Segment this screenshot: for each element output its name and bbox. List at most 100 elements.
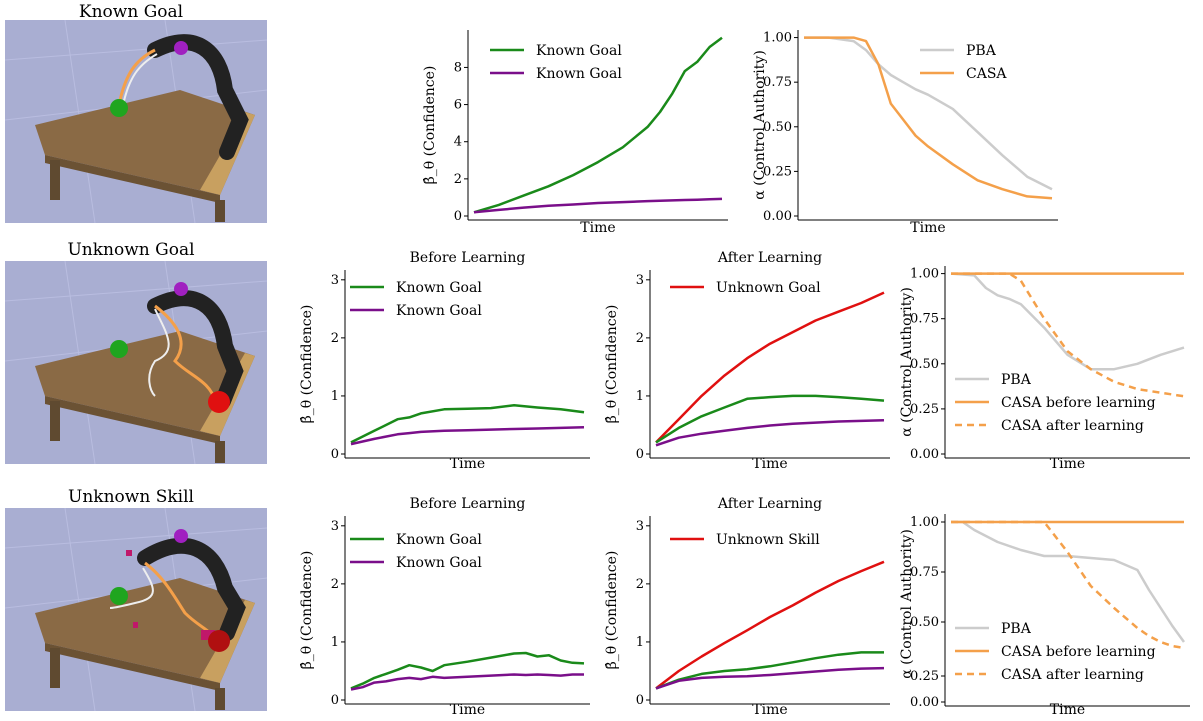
series-line-1 bbox=[350, 426, 585, 446]
robot-scene-unknown-skill bbox=[5, 508, 267, 711]
y-tick-label: 0 bbox=[636, 693, 644, 708]
x-axis-label: Time bbox=[910, 220, 945, 236]
y-tick-label: 1 bbox=[636, 389, 644, 404]
known-goal-sphere-green bbox=[110, 99, 128, 117]
series-line-2 bbox=[655, 419, 885, 447]
x-axis-label: Time bbox=[752, 702, 787, 718]
y-tick-label: 6 bbox=[454, 98, 462, 113]
legend-label: PBA bbox=[1001, 621, 1032, 637]
skill-marker bbox=[126, 550, 132, 556]
legend-label: CASA bbox=[966, 66, 1007, 82]
y-axis-label: β̂_θ (Confidence) bbox=[422, 66, 438, 185]
robot-scene-known-goal bbox=[5, 20, 267, 223]
known-goal-sphere-purple bbox=[174, 529, 188, 543]
chart-r1-authority: 0.00 0.25 0.50 0.75 1.00 Time α (Control Autho… bbox=[752, 30, 1058, 236]
y-tick-label: 0.25 bbox=[910, 669, 939, 684]
series-line-1 bbox=[655, 651, 884, 690]
y-tick-label: 0.00 bbox=[763, 209, 792, 224]
chart-title: After Learning bbox=[717, 496, 822, 512]
y-tick-label: 0.50 bbox=[763, 120, 792, 135]
legend-label: Known Goal bbox=[396, 303, 482, 319]
series-line-0 bbox=[950, 272, 1185, 371]
robot-arm bbox=[147, 34, 249, 160]
row-title-unknown-skill: Unknown Skill bbox=[68, 487, 194, 507]
series-line-0 bbox=[350, 651, 585, 690]
chart-r3-authority: 0.50 0.75 1.00 0.25 0.00 Time α (Control Autho… bbox=[899, 514, 1190, 718]
y-tick-label: 0.75 bbox=[910, 312, 939, 327]
y-tick-label: 2 bbox=[636, 331, 644, 346]
y-tick-label: 0 bbox=[331, 447, 339, 462]
x-axis-label: Time bbox=[752, 456, 787, 472]
table-top bbox=[35, 578, 255, 683]
y-tick-label: 0.00 bbox=[910, 447, 939, 462]
x-axis-label: Time bbox=[450, 456, 485, 472]
y-tick-label: 1.00 bbox=[910, 515, 939, 530]
chart-r3-after: 0 1 2 3 Time β̂_θ (Confidence) After Learning U… bbox=[604, 496, 890, 718]
series-line-1 bbox=[350, 673, 584, 691]
series-line-0 bbox=[473, 36, 723, 214]
chart-r2-authority: 0.00 0.25 0.50 0.75 1.00 Time α (Control Autho… bbox=[899, 266, 1190, 472]
chart-title: Before Learning bbox=[410, 250, 526, 266]
table-top bbox=[35, 331, 255, 436]
row-title-known-goal: Known Goal bbox=[78, 2, 184, 22]
skill-marker bbox=[201, 630, 215, 640]
legend-label: Known Goal bbox=[396, 555, 482, 571]
legend-label: Known Goal bbox=[396, 532, 482, 548]
robot-scene-unknown-goal bbox=[5, 261, 267, 464]
y-tick-label: 2 bbox=[636, 577, 644, 592]
y-tick-label: 0.75 bbox=[910, 565, 939, 580]
y-axis-label: β̂_θ (Confidence) bbox=[300, 305, 315, 424]
y-tick-label: 2 bbox=[454, 172, 462, 187]
y-axis-label: β̂_θ (Confidence) bbox=[604, 305, 620, 424]
y-tick-label: 3 bbox=[636, 519, 644, 534]
series-line-2 bbox=[655, 666, 885, 690]
legend-label: Known Goal bbox=[536, 43, 622, 59]
series-line-0 bbox=[655, 291, 885, 444]
x-axis-label: Time bbox=[1050, 702, 1085, 718]
chart-title: Before Learning bbox=[410, 496, 526, 512]
chart-r3-before: 0 1 2 3 Time β̂_θ (Confidence) Before Learning… bbox=[300, 496, 590, 718]
known-goal-sphere-green bbox=[110, 587, 128, 605]
legend-label: CASA before learning bbox=[1001, 395, 1156, 411]
chart-title: After Learning bbox=[717, 250, 822, 266]
y-tick-label: 3 bbox=[636, 273, 644, 288]
x-axis-label: Time bbox=[1050, 456, 1085, 472]
series-line-1 bbox=[655, 394, 885, 444]
legend-label: Known Goal bbox=[396, 280, 482, 296]
row-title-unknown-goal: Unknown Goal bbox=[67, 240, 195, 260]
y-axis-label: β̂_θ (Confidence) bbox=[604, 551, 620, 670]
legend-label: Unknown Goal bbox=[716, 280, 821, 296]
y-tick-label: 2 bbox=[331, 331, 339, 346]
y-tick-label: 0 bbox=[331, 693, 339, 708]
y-tick-label: 0.00 bbox=[910, 695, 939, 710]
chart-r2-before: 0 1 2 3 Time β̂_θ (Confidence) Before Learning… bbox=[300, 250, 590, 472]
series-line-1 bbox=[804, 36, 1053, 200]
robot-arm bbox=[137, 537, 246, 641]
legend-label: Known Goal bbox=[536, 66, 622, 82]
y-tick-label: 1 bbox=[331, 389, 339, 404]
chart-r2-after: 0 1 2 3 Time β̂_θ (Confidence) After Learning U… bbox=[604, 250, 890, 472]
y-tick-label: 3 bbox=[331, 519, 339, 534]
legend-label: Unknown Skill bbox=[716, 532, 820, 548]
y-tick-label: 0.25 bbox=[763, 164, 792, 179]
unknown-goal-sphere-red bbox=[208, 391, 230, 413]
legend-label: CASA after learning bbox=[1001, 418, 1144, 434]
table-top bbox=[35, 90, 255, 195]
y-tick-label: 1 bbox=[331, 635, 339, 650]
y-tick-label: 4 bbox=[454, 135, 462, 150]
known-goal-sphere-purple bbox=[174, 41, 188, 55]
y-tick-label: 0 bbox=[636, 447, 644, 462]
robot-arm bbox=[147, 290, 244, 409]
y-axis-label: α (Control Authority) bbox=[899, 287, 915, 437]
y-tick-label: 8 bbox=[454, 60, 462, 75]
series-line-0 bbox=[655, 560, 885, 690]
series-line-0 bbox=[804, 36, 1053, 191]
y-tick-label: 0 bbox=[454, 209, 462, 224]
x-axis-label: Time bbox=[580, 220, 615, 236]
y-axis-label: α (Control Authority) bbox=[899, 529, 915, 679]
legend-label: CASA before learning bbox=[1001, 644, 1156, 660]
y-tick-label: 0.50 bbox=[910, 615, 939, 630]
skill-marker bbox=[133, 622, 138, 628]
x-axis-label: Time bbox=[450, 702, 485, 718]
y-tick-label: 1.00 bbox=[910, 267, 939, 282]
